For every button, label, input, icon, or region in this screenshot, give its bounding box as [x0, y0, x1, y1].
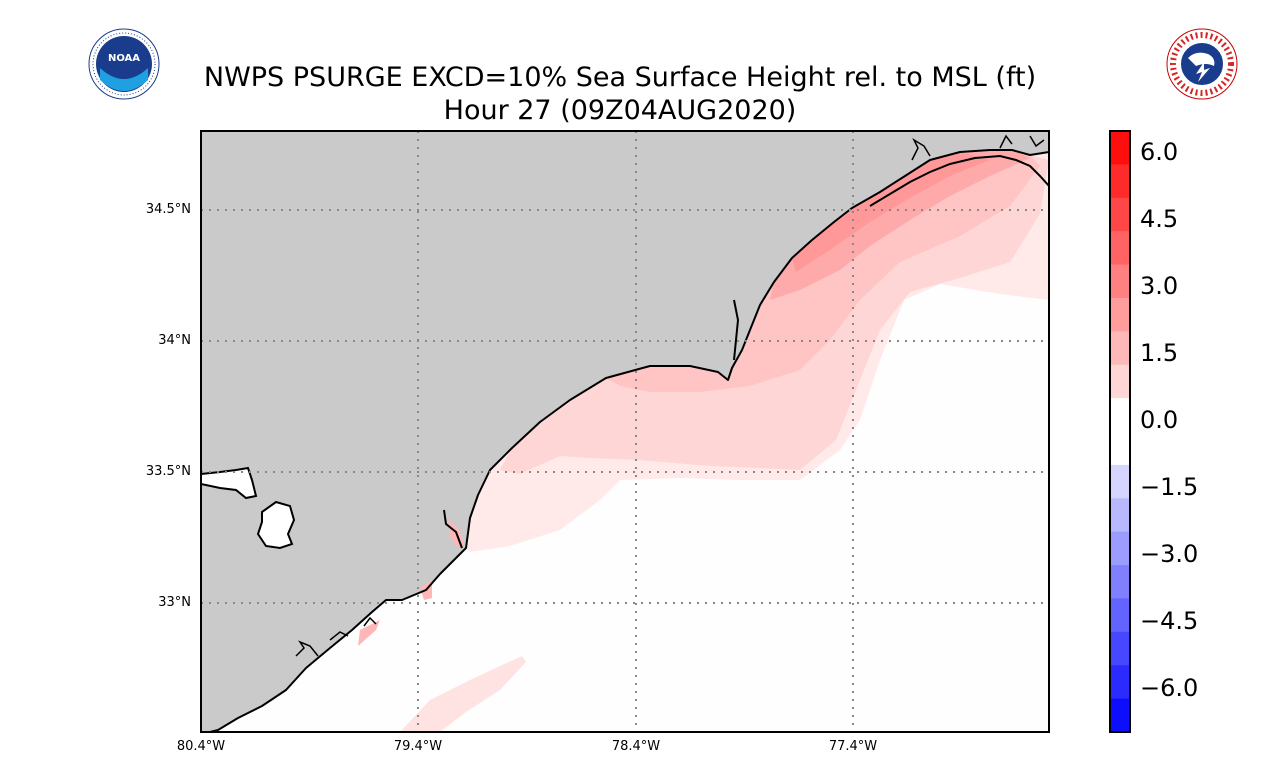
chart-title: NWPS PSURGE EXCD=10% Sea Surface Height …: [203, 62, 1037, 93]
surge-inlet-3: [358, 620, 380, 646]
colorbar-tick-label: 6.0: [1140, 138, 1179, 166]
lat-label: 34°N: [158, 333, 191, 348]
colorbar-segment: [1110, 331, 1130, 366]
colorbar-segment: [1110, 164, 1130, 199]
lat-label: 34.5°N: [145, 202, 191, 217]
estuary-ne: [911, 134, 1045, 161]
colorbar-tick-label: 3.0: [1140, 272, 1179, 300]
surge-band-3-0: [770, 150, 1030, 300]
colorbar-tick-label: −4.5: [1140, 607, 1199, 635]
colorbar-tick-label: 1.5: [1140, 339, 1179, 367]
colorbar: [1110, 131, 1130, 733]
noaa-logo-text: NOAA: [108, 53, 140, 64]
colorbar-segment: [1110, 531, 1130, 566]
colorbar-tick-label: 0.0: [1140, 406, 1179, 434]
inlet-hook: [443, 509, 463, 549]
colorbar-segment: [1110, 231, 1130, 266]
colorbar-segment: [1110, 398, 1130, 432]
nws-logo-icon: [1166, 28, 1238, 100]
colorbar-segment: [1110, 698, 1130, 733]
lake: [256, 500, 296, 550]
colorbar-segment: [1110, 431, 1130, 466]
colorbar-segment: [1110, 498, 1130, 533]
lon-label: 77.4°W: [828, 739, 878, 754]
map-frame: [200, 130, 1050, 733]
barrier-island-2: [733, 299, 740, 361]
colorbar-segment: [1110, 464, 1130, 499]
chart-subtitle: Hour 27 (09Z04AUG2020): [443, 95, 797, 126]
colorbar-tick-label: −6.0: [1140, 674, 1199, 702]
colorbar-segment: [1110, 197, 1130, 232]
lat-label: 33.5°N: [145, 464, 191, 479]
colorbar-segment: [1110, 665, 1130, 700]
colorbar-tick-label: −1.5: [1140, 473, 1199, 501]
colorbar-segment: [1110, 264, 1130, 299]
colorbar-segment: [1110, 297, 1130, 332]
lon-label: 78.4°W: [611, 739, 661, 754]
land-area: [201, 131, 1049, 732]
colorbar-tick-label: 4.5: [1140, 205, 1179, 233]
colorbar-segment: [1110, 631, 1130, 666]
noaa-logo-icon: NOAA: [88, 28, 160, 100]
colorbar-segment: [1110, 565, 1130, 599]
colorbar-segment: [1110, 364, 1130, 399]
estuary-sw: [295, 616, 377, 657]
surge-band-3-75: [792, 152, 990, 272]
colorbar-frame: [1109, 130, 1131, 733]
coastline: [209, 149, 1049, 732]
colorbar-segment: [1110, 598, 1130, 633]
graticule: [201, 131, 1049, 732]
lat-label: 33°N: [158, 595, 191, 610]
lake-2: [201, 466, 258, 500]
colorbar-segment: [1110, 131, 1130, 165]
barrier-island-1: [869, 154, 1049, 207]
lon-label: 79.4°W: [393, 739, 443, 754]
surge-streak: [400, 656, 526, 732]
colorbar-tick-label: −3.0: [1140, 540, 1199, 568]
lon-label: 80.4°W: [176, 739, 226, 754]
